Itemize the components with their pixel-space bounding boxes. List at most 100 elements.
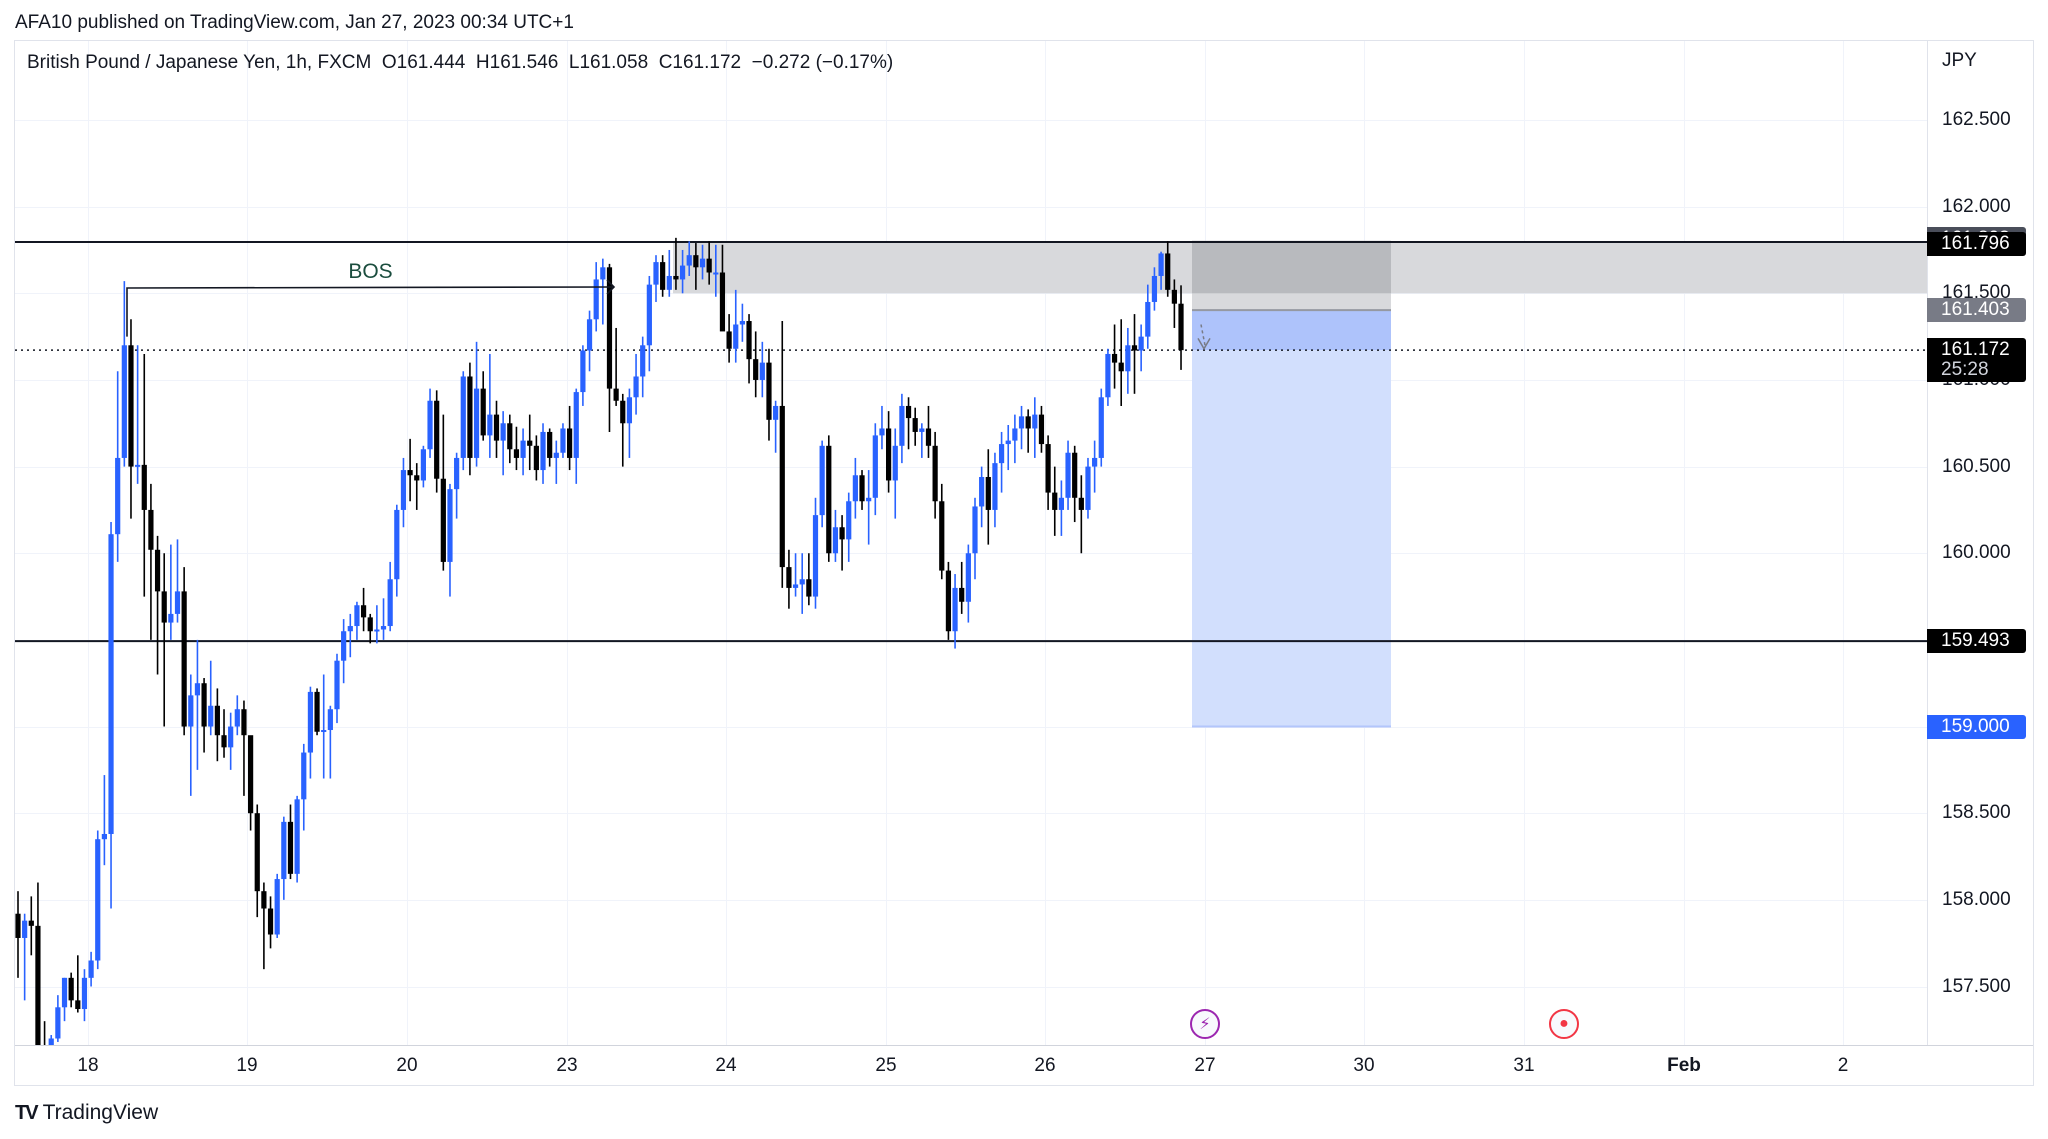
candle-body [35,925,41,1045]
candle-body [161,591,167,623]
candle-body [234,709,240,727]
candle-body [1032,414,1038,429]
candle-body [387,579,393,627]
candle-body [547,431,553,458]
legend-high: H161.546 [475,52,559,73]
take-profit-zone[interactable] [1192,350,1391,727]
candle-body [1072,452,1078,498]
grid-line-horizontal [15,726,1927,728]
candle-body [799,579,805,585]
candle-body [1065,452,1071,498]
candle-body [68,977,74,1001]
candle-body [1018,416,1025,429]
tradingview-logo[interactable]: TV TradingView [15,1101,158,1125]
chart-pane[interactable]: ⚡ ● BOS [15,41,1927,1045]
last-price-badge[interactable]: 161.172 25:28 [1927,338,2026,383]
resistance-line-price-badge[interactable]: 161.796 [1927,232,2026,256]
candle-body [1038,414,1045,445]
time-axis[interactable] [15,1045,2033,1086]
candle-body [753,359,759,380]
candle-body [487,414,493,436]
candle-body [626,397,633,424]
candle-body [341,631,347,661]
grid-line-vertical [567,41,568,1045]
candle-body [646,284,652,346]
tradingview-brand: TradingView [42,1101,159,1124]
candle-body [932,445,938,502]
candle-body [726,331,732,349]
grid-line-horizontal [15,553,1927,555]
candle-body [1078,497,1084,510]
candle-body [1151,275,1158,302]
candle-body [1012,428,1018,441]
earnings-lightning-icon[interactable]: ⚡ [1190,1009,1220,1039]
price-axis[interactable] [1927,41,2034,1045]
candle-body [1158,253,1164,276]
candle-body [500,423,506,441]
legend-symbol[interactable]: British Pound / Japanese Yen, 1h, FXCM [27,52,372,73]
price-tick-label: 158.500 [1942,802,2011,824]
tradingview-logo-icon: TV [15,1101,39,1124]
candle-body [294,799,300,874]
candle-body [792,584,799,588]
time-tick-label: 31 [1513,1055,1535,1076]
grid-line-vertical [726,41,727,1045]
candle-body [633,376,639,398]
candle-body [998,444,1005,464]
candle-body [573,392,579,458]
candle-body [380,626,387,630]
candle-body [15,913,21,938]
candle-body [48,1038,54,1045]
bos-label[interactable]: BOS [348,260,393,283]
candle-body [321,730,327,733]
grid-line-horizontal [15,120,1927,121]
candle-body [434,400,440,479]
support-line-price-badge[interactable]: 159.493 [1927,629,2026,654]
grid-line-horizontal [15,986,1927,988]
candle-body [952,587,958,632]
candle-body [61,977,68,1008]
grid-line-vertical [247,41,248,1045]
candle-body [666,275,672,290]
candle-body [567,428,573,458]
take-profit-price-badge[interactable]: 159.000 [1927,714,2026,739]
candle-body [1118,362,1124,372]
candle-body [1145,301,1151,337]
economic-event-icon[interactable]: ● [1549,1009,1579,1039]
candle-body [181,591,187,727]
candle-body [846,501,852,540]
candle-body [81,977,88,1010]
candle-body [739,321,745,325]
candle-body [75,1000,81,1010]
candle-body [241,709,247,736]
candle-body [693,255,699,268]
candle-body [55,1007,61,1039]
candle-body [699,258,706,268]
candle-body [347,626,353,632]
candle-body [221,735,227,748]
candle-body [1005,440,1011,445]
candle-body [301,752,307,800]
candle-body [281,821,287,880]
time-tick-label: 26 [1034,1055,1056,1076]
currency-label: JPY [1942,50,1977,71]
candle-body [965,553,971,602]
candle-body [872,435,878,498]
bos-line[interactable] [126,286,615,337]
grid-line-vertical [1524,41,1525,1045]
candle-body [706,258,712,273]
stop-loss-overlap [1192,240,1391,294]
entry-price-badge[interactable]: 161.403 [1927,298,2026,323]
candle-body [773,405,779,420]
candle-body [141,464,147,510]
time-tick-label: 19 [236,1055,258,1076]
candlestick-chart[interactable] [15,41,1927,1045]
time-tick-label: 18 [77,1055,99,1076]
time-tick-label: 30 [1353,1055,1375,1076]
grid-line-vertical [88,41,89,1045]
candle-body [886,428,892,481]
candle-body [806,579,812,597]
chart-frame [14,40,2034,1086]
candle-body [553,452,559,458]
candle-body [174,591,181,614]
